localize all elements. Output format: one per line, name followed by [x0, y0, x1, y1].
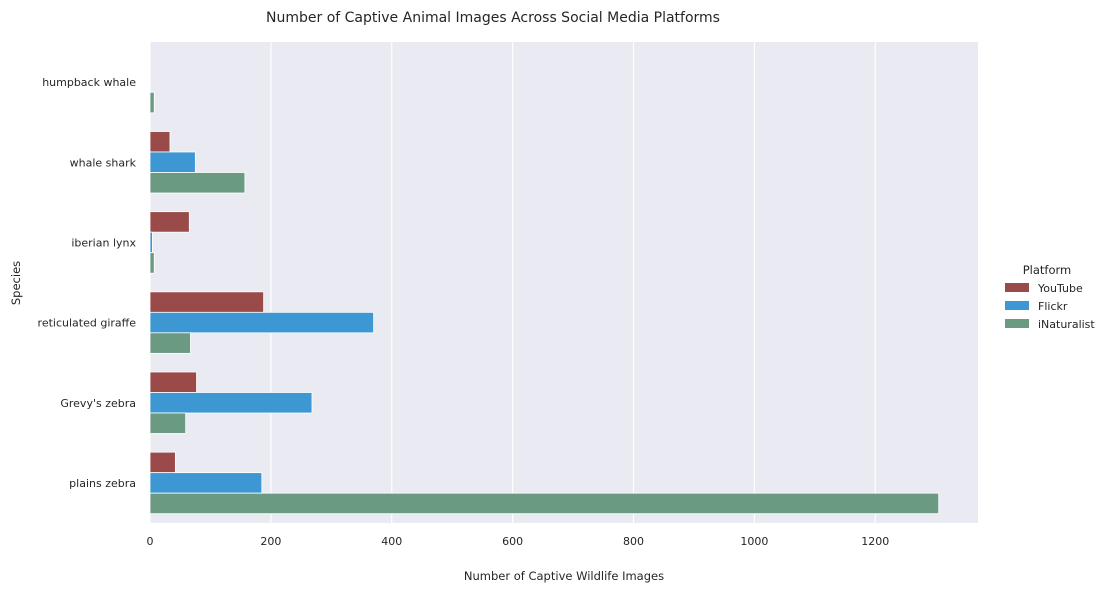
y-tick-label: iberian lynx	[71, 236, 136, 249]
x-tick-label: 1200	[861, 535, 889, 548]
bars	[149, 91, 940, 515]
x-tick-label: 0	[147, 535, 154, 548]
bar-inaturalist-plains-zebra	[149, 492, 940, 515]
y-tick-labels: humpback whale whale shark iberian lynx ret…	[38, 76, 137, 490]
legend-swatch-youtube	[1005, 283, 1029, 292]
legend-swatch-flickr	[1005, 301, 1029, 310]
y-tick-label: plains zebra	[69, 477, 136, 490]
bar-flickr-reticulated-giraffe	[149, 311, 375, 334]
bar-youtube-reticulated-giraffe	[149, 291, 265, 313]
gridlines	[149, 42, 876, 523]
bar-youtube-whale-shark	[149, 131, 171, 153]
chart-title: Number of Captive Animal Images Across S…	[266, 10, 720, 26]
bar-inaturalist-grevy-s-zebra	[149, 412, 187, 434]
bar-youtube-plains-zebra	[149, 451, 176, 474]
y-tick-label: humpback whale	[42, 76, 136, 89]
y-tick-label: Grevy's zebra	[60, 397, 136, 410]
bar-inaturalist-reticulated-giraffe	[149, 332, 191, 354]
plot-background	[150, 42, 978, 523]
bar-flickr-plains-zebra	[149, 472, 263, 494]
x-tick-label: 200	[260, 535, 281, 548]
x-tick-label: 400	[381, 535, 402, 548]
bar-inaturalist-whale-shark	[149, 172, 246, 194]
bar-youtube-iberian-lynx	[149, 211, 190, 233]
x-tick-labels: 0 200 400 600 800 1000 1200	[147, 535, 890, 548]
bar-inaturalist-iberian-lynx	[149, 252, 155, 274]
y-axis-label: Species	[9, 261, 23, 305]
bar-flickr-whale-shark	[149, 151, 196, 173]
legend-title: Platform	[1023, 263, 1072, 277]
legend: Platform YouTube Flickr iNaturalist	[1005, 263, 1095, 331]
legend-label-inaturalist: iNaturalist	[1038, 318, 1095, 331]
x-tick-label: 600	[502, 535, 523, 548]
bar-flickr-grevy-s-zebra	[149, 392, 313, 414]
x-tick-label: 800	[623, 535, 644, 548]
y-tick-label: whale shark	[70, 156, 137, 169]
bar-youtube-grevy-s-zebra	[149, 371, 197, 393]
x-axis-label: Number of Captive Wildlife Images	[464, 569, 664, 583]
bar-inaturalist-humpback-whale	[149, 91, 155, 114]
legend-label-youtube: YouTube	[1037, 282, 1083, 295]
legend-label-flickr: Flickr	[1038, 300, 1068, 313]
y-tick-label: reticulated giraffe	[38, 317, 137, 330]
x-tick-label: 1000	[740, 535, 768, 548]
bar-flickr-iberian-lynx	[149, 231, 153, 254]
legend-swatch-inaturalist	[1005, 319, 1029, 328]
